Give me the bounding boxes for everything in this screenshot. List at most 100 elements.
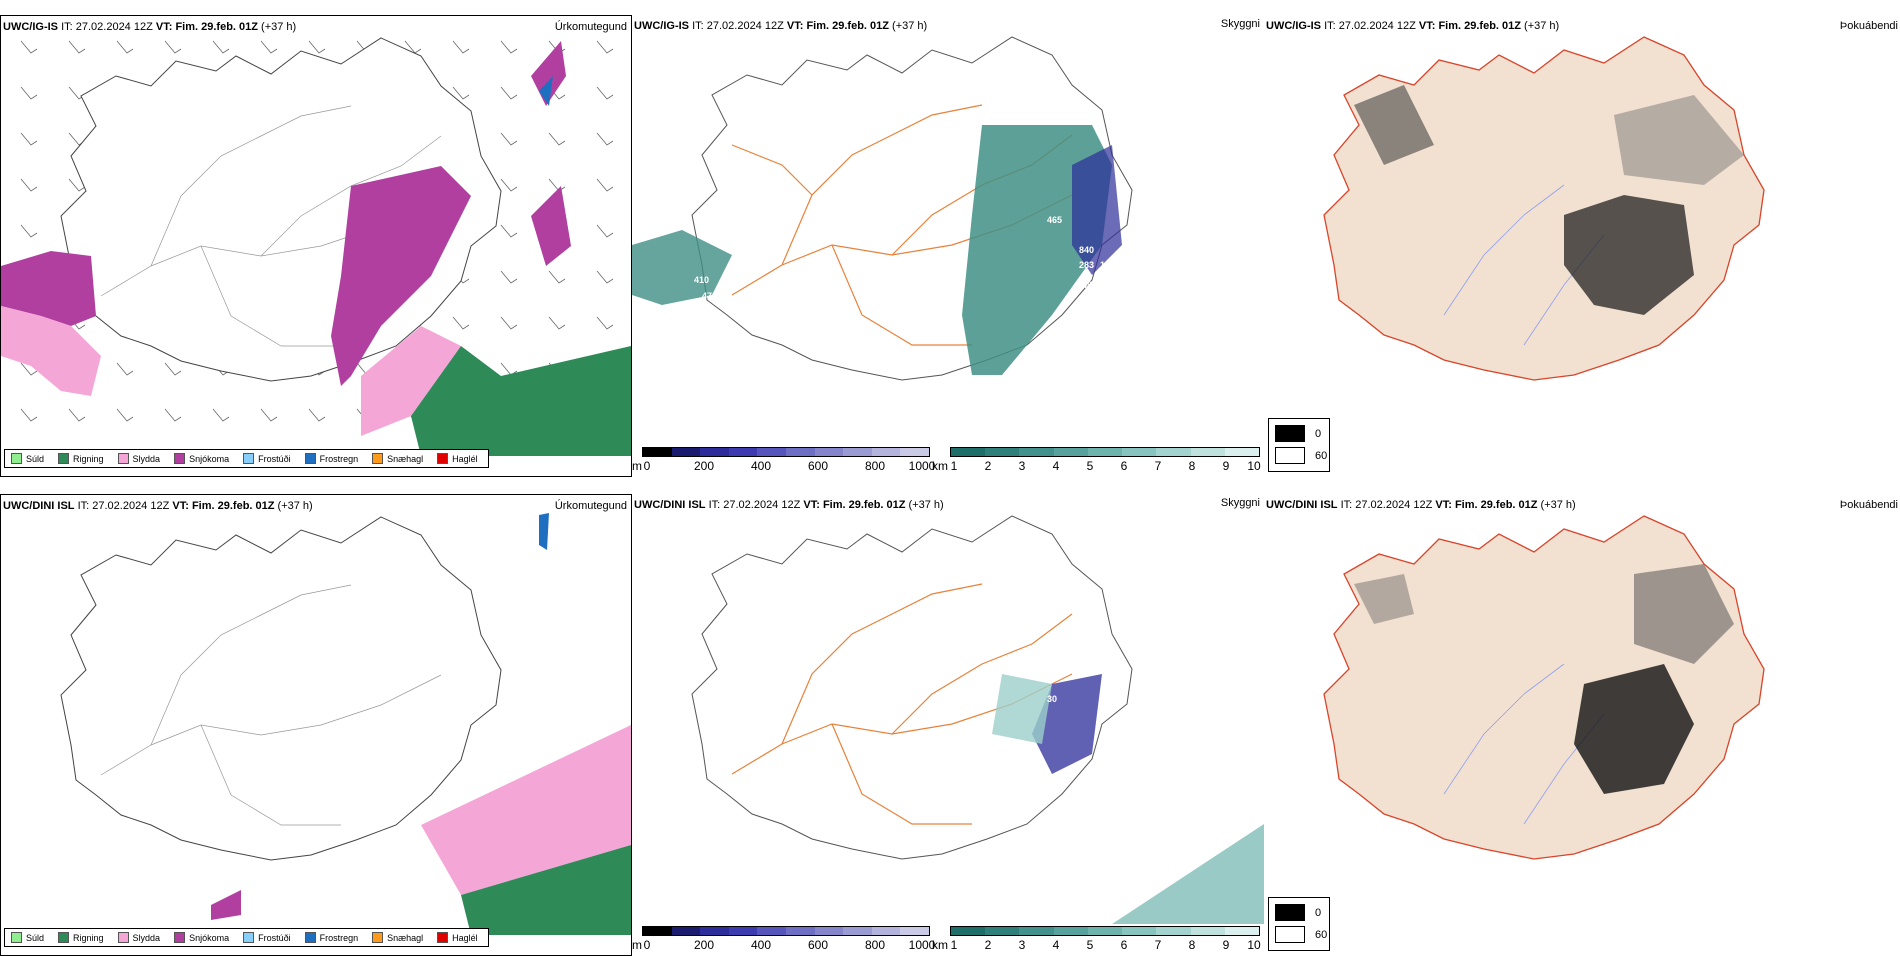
wind-barb [68,178,86,192]
height-label: 112 [1100,260,1115,270]
height-label: 30 [1192,195,1203,205]
fog-panel-bottom: UWC/DINI ISL IT: 27.02.2024 12Z VT: Fim.… [1264,494,1900,956]
height-colorbar-bar [642,926,930,936]
header-top-left: UWC/IG-IS IT: 27.02.2024 12Z VT: Fim. 29… [3,21,297,33]
km-colorbar: km 1 2 3 4 5 6 7 8 9 10 [932,926,1262,952]
wind-barb [116,362,134,376]
legend-item: Snæhagl [372,453,423,464]
wind-barb [500,178,518,192]
wind-barb [20,40,38,54]
wind-barb [548,132,566,146]
precip-type-legend: Súld Rigning Slydda Snjókoma Frostúði Fr… [4,928,489,947]
wind-barb [596,40,614,54]
wind-barb [596,316,614,330]
legend-item: Rigning [58,453,104,464]
wind-barb [548,316,566,330]
legend-item: Snæhagl [372,932,423,943]
wind-barb [308,40,326,54]
km-colorbar: km 1 2 3 4 5 6 7 8 9 10 [932,447,1262,473]
height-label: 143 [1042,812,1058,822]
visibility-panel-bottom: UWC/DINI ISL IT: 27.02.2024 12Z VT: Fim.… [632,494,1264,956]
wind-barb [596,178,614,192]
precip-type-panel-bottom: UWC/DINI ISL IT: 27.02.2024 12Z VT: Fim.… [0,494,632,956]
visibility-map-bottom [691,515,1264,924]
legend-item: Rigning [58,932,104,943]
wind-barb [20,178,38,192]
fog-map-bottom [1323,515,1765,860]
roads [100,584,442,826]
wind-barb [308,408,326,422]
precip-type-panel-top: UWC/IG-IS IT: 27.02.2024 12Z VT: Fim. 29… [0,15,632,477]
precip-type-legend: Súld Rigning Slydda Snjókoma Frostúði Fr… [4,449,489,468]
wind-barb [500,40,518,54]
height-label: 354 [1074,302,1090,312]
legend-item: Snjókoma [174,453,229,464]
height-label: 840 [1079,245,1095,255]
wind-barb [116,408,134,422]
wind-barb [260,408,278,422]
height-label: 283 [1079,260,1095,270]
wind-barb [452,316,470,330]
legend-item: Súld [11,453,44,464]
visibility-title: Skyggni [1220,18,1260,30]
header-bottom-left: UWC/DINI ISL IT: 27.02.2024 12Z VT: Fim.… [3,500,313,512]
wind-barb [548,270,566,284]
height-label: 88 [1052,774,1063,784]
wind-barb [20,362,38,376]
height-label: 438 [757,351,773,361]
wind-barb [68,408,86,422]
wind-barb [212,408,230,422]
wind-barb [500,316,518,330]
fog-map-top [1323,36,1765,381]
km-colorbar-bar [950,926,1260,936]
header-bottom-middle: UWC/DINI ISL IT: 27.02.2024 12Z VT: Fim.… [634,499,944,511]
visibility-map-top [632,36,1133,381]
height-label: 155 [1192,220,1208,230]
height-label: 212 [1152,247,1168,257]
height-label: 483 [1082,280,1098,290]
height-label: 943 [1132,285,1148,295]
legend-item: Snjókoma [174,932,229,943]
legend-item: Frostúði [243,453,291,464]
height-label: 75 [1112,732,1123,742]
precip-type-map-top [1,37,631,456]
precip-type-title: Úrkomutegund [554,500,627,512]
wind-barb [452,86,470,100]
wind-barb [452,40,470,54]
legend-item: Slydda [117,453,160,464]
wind-barb [20,86,38,100]
height-label: 23 [1177,255,1188,265]
visibility-panel-top: UWC/IG-IS IT: 27.02.2024 12Z VT: Fim. 29… [632,15,1264,477]
fog-legend: 0 60 [1268,418,1330,472]
legend-item: Haglél [437,453,478,464]
wind-barb [20,132,38,146]
wind-barb [164,40,182,54]
precip-type-map-bottom [60,513,631,935]
height-colorbar-bar [642,447,930,457]
wind-barb [596,224,614,238]
wind-barb [500,224,518,238]
height-label: 125 [1012,752,1028,762]
header-top-middle: UWC/IG-IS IT: 27.02.2024 12Z VT: Fim. 29… [634,20,928,32]
wind-barb [260,40,278,54]
wind-barb [596,270,614,284]
wind-barb [164,362,182,376]
wind-barb [20,224,38,238]
height-label: 478 [702,291,718,301]
legend-item: Súld [11,932,44,943]
wind-barb [548,178,566,192]
legend-item: Frostregn [304,453,358,464]
precip-type-title: Úrkomutegund [554,21,627,33]
height-colorbar: m 0 200 400 600 800 1000 [632,447,935,473]
height-colorbar: m 0 200 400 600 800 1000 [632,926,935,952]
wind-barb [164,408,182,422]
header-top-right: UWC/IG-IS IT: 27.02.2024 12Z VT: Fim. 29… [1266,20,1560,32]
wind-barb [116,40,134,54]
fog-panel-top: UWC/IG-IS IT: 27.02.2024 12Z VT: Fim. 29… [1264,15,1900,477]
height-label: 30 [1047,694,1058,704]
legend-item: Haglél [437,932,478,943]
height-label: 160 [1157,709,1173,719]
height-label: 465 [1047,215,1063,225]
wind-barb [596,132,614,146]
legend-item: Frostregn [304,932,358,943]
